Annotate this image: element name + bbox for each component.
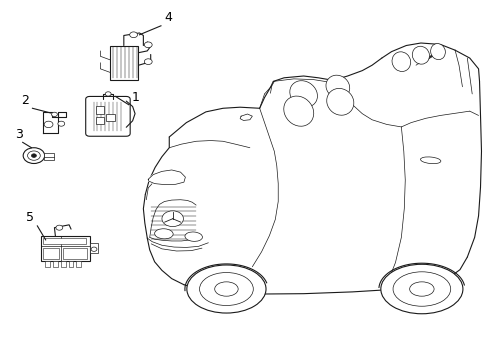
Circle shape [58, 121, 65, 126]
Ellipse shape [290, 81, 318, 107]
Circle shape [145, 59, 152, 64]
Text: 3: 3 [15, 128, 23, 141]
Ellipse shape [410, 282, 434, 296]
Bar [61, 261, 66, 267]
Bar [45, 261, 50, 267]
Polygon shape [43, 112, 66, 134]
Text: 2: 2 [21, 94, 29, 107]
Polygon shape [240, 114, 252, 121]
Circle shape [23, 148, 45, 163]
Ellipse shape [185, 232, 202, 241]
Bar [96, 107, 104, 114]
Bar [96, 117, 104, 125]
Text: 1: 1 [132, 91, 140, 104]
Ellipse shape [420, 157, 441, 164]
Circle shape [162, 211, 183, 226]
Bar [110, 45, 139, 80]
Circle shape [145, 42, 152, 48]
Ellipse shape [393, 272, 451, 306]
Circle shape [51, 112, 57, 117]
Circle shape [56, 225, 63, 230]
Ellipse shape [326, 75, 350, 98]
Bar [44, 153, 54, 160]
Ellipse shape [215, 282, 238, 296]
Bar [43, 248, 59, 259]
Circle shape [91, 247, 97, 251]
Bar [90, 243, 98, 253]
Bar [69, 261, 74, 267]
Bar [41, 236, 90, 261]
Circle shape [105, 92, 111, 96]
Ellipse shape [431, 44, 445, 60]
Bar [63, 248, 87, 259]
Ellipse shape [284, 96, 314, 126]
Text: 5: 5 [26, 211, 34, 225]
Bar [53, 261, 58, 267]
Ellipse shape [199, 273, 253, 306]
Ellipse shape [327, 89, 354, 115]
Ellipse shape [412, 46, 429, 64]
Ellipse shape [187, 265, 266, 313]
Ellipse shape [392, 52, 411, 72]
Ellipse shape [381, 264, 463, 314]
Polygon shape [148, 170, 185, 185]
Text: 4: 4 [164, 12, 172, 24]
Circle shape [44, 121, 53, 128]
Bar [43, 238, 86, 244]
Circle shape [31, 154, 36, 157]
Bar [106, 114, 115, 121]
FancyBboxPatch shape [86, 96, 130, 136]
Circle shape [27, 151, 40, 160]
Ellipse shape [155, 229, 173, 239]
Bar [76, 261, 81, 267]
Circle shape [130, 32, 138, 38]
